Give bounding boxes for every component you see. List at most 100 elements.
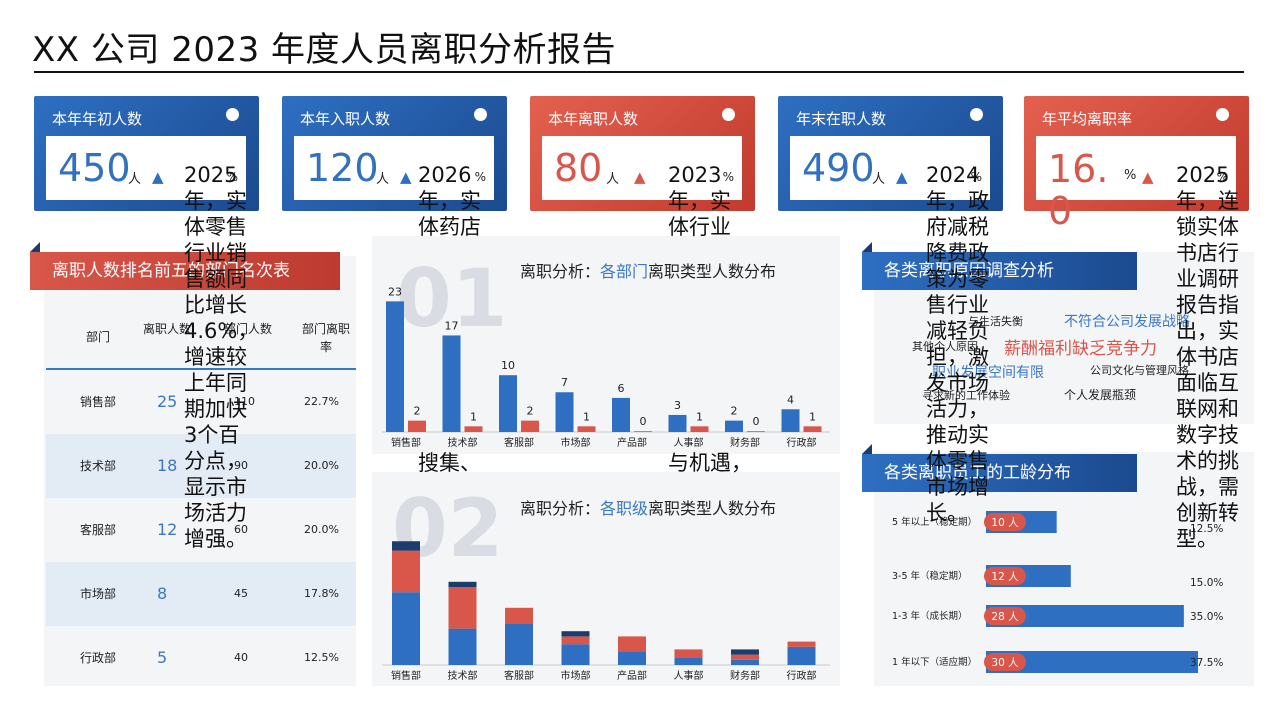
level-chart-title-prefix: 离职分析： [520,499,601,518]
stacked-segment-3 [392,541,420,551]
kpi-unit: % [1124,168,1137,183]
kpi-dot-icon [226,108,239,121]
tenure-bar [986,605,1184,627]
category-label: 人事部 [674,669,704,682]
value-pill [984,607,1026,625]
reason-word: 公司文化与管理风格 [1090,364,1189,377]
stacked-segment-2 [561,636,590,645]
level-stacked-chart: 销售部 技术部 客服部 市场部 产品部 人事部 财务部 行政部 [382,541,830,682]
dept-name: 客服部 [79,523,116,537]
bar-series-1 [725,420,743,432]
table-header-cell: 部门 [85,330,110,344]
category-label: 市场部 [561,669,591,682]
kpi-value: 16.0 [1048,147,1109,233]
kpi-card: 本年年初人数 450 人 ▲% [34,96,259,211]
resign-count: 18 [157,456,178,475]
reason-word: 不符合公司发展战略 [1064,314,1190,330]
category-label: 技术部 [448,436,478,449]
kpi-label: 本年年初人数 [52,110,143,128]
kpi-card: 本年离职人数 80 人 ▲% [530,96,755,211]
bar-series-2 [634,431,652,432]
kpi-note-tail: 搜集、 [418,451,481,475]
category-label: 技术部 [448,669,478,682]
ribbon-fold [862,444,872,454]
tenure-ribbon: 各类离职员工的工龄分布 [862,444,1137,492]
dept-name: 市场部 [79,587,116,601]
ribbon-fold [862,242,872,252]
reasons-title: 各类离职原因调查分析 [884,261,1054,281]
stacked-segment-2 [448,587,477,629]
stacked-segment-1 [618,652,646,665]
dept-rate: 20.0% [304,459,339,472]
stacked-segment-1 [731,659,759,665]
kpi-value-box: 80 人 ▲% [542,136,742,200]
stacked-segment-1 [392,592,420,665]
kpi-dot-icon [970,108,983,121]
value-label: 12 人 [991,571,1019,583]
data-label: 1 [809,410,816,423]
dept-chart-title-suffix: 离职类型人数分布 [648,262,777,281]
tenure-bar-chart: 5 年以上（稳定期） 10 人 12.5% 3-5 年（稳定期） 12 人 15.0% 1-… [892,511,1223,673]
kpi-label: 年末在职人数 [796,110,887,128]
kpi-percent: % [1216,170,1228,184]
bar-series-1 [612,397,630,432]
kpi-note: 2023年，实体行业面临新挑战与机遇， [668,163,731,239]
table-row: 市场部 8 45 17.8% [46,562,356,626]
data-label: 2 [414,405,421,418]
data-label: 10 [501,359,515,372]
reason-word: 个人发展瓶颈 [1064,388,1137,402]
stacked-segment-2 [505,607,533,624]
category-label: 3-5 年（稳定期） [892,570,968,582]
dept-size: 90 [234,459,248,472]
kpi-label: 本年离职人数 [548,110,639,128]
level-chart-title-highlight: 各职级 [600,499,649,518]
category-label: 产品部 [617,669,647,682]
data-label: 0 [753,415,760,428]
category-label: 市场部 [561,436,591,449]
dept-chart-title-prefix: 离职分析： [520,262,601,281]
kpi-value: 450 [58,146,131,190]
resign-count: 12 [157,520,178,539]
data-label: 6 [618,382,625,395]
ribbon-fold [30,242,40,252]
percent-label: 12.5% [1190,523,1223,535]
stacked-segment-3 [731,649,759,655]
bar-series-1 [386,301,404,432]
category-label: 财务部 [730,436,760,449]
data-label: 0 [640,415,647,428]
data-label: 1 [470,410,477,423]
kpi-note: 2024年，政府减税降费政策为零售行业减轻负担，激发市场活力，推动实体零售市场增… [926,163,989,525]
stacked-segment-1 [561,644,590,665]
stacked-segment-1 [505,623,533,665]
table-row: 行政部 5 40 12.5% [46,626,356,690]
dept-rate: 20.0% [304,523,339,536]
kpi-value: 80 [554,146,603,190]
table-row: 技术部 18 90 20.0% [46,434,356,498]
category-label: 行政部 [787,436,817,449]
kpi-note-tail: 与机遇， [668,451,752,475]
tenure-bar [986,651,1198,673]
stacked-segment-2 [731,654,759,660]
bar-series-2 [408,420,426,432]
top5-title: 离职人数排名前五的部门名次表 [52,261,290,281]
category-label: 5 年以上（稳定期） [892,516,977,528]
value-label: 10 人 [991,517,1019,529]
level-chart-title: 离职分析：各职级离职类型人数分布 [520,495,776,519]
dept-name: 技术部 [79,459,116,473]
percent-label: 37.5% [1190,657,1223,669]
kpi-value-box: 490 人 ▲% [790,136,990,200]
bar-series-2 [690,426,709,432]
data-label: 1 [583,410,590,423]
bar-series-1 [499,375,517,432]
category-label: 销售部 [391,436,421,449]
dept-name: 行政部 [79,651,116,665]
resign-count: 8 [157,584,168,603]
kpi-value: 120 [306,146,379,190]
kpi-note: 2026年，实体药店行业数据显示搜集、 [418,163,481,239]
category-label: 销售部 [391,669,421,682]
reasons-ribbon: 各类离职原因调查分析 [862,242,1137,290]
trend-up-icon: ▲ [152,168,164,186]
resign-count: 25 [157,392,178,411]
level-chart-title-suffix: 离职类型人数分布 [648,499,777,518]
kpi-value-box: 120 人 ▲% [294,136,494,200]
